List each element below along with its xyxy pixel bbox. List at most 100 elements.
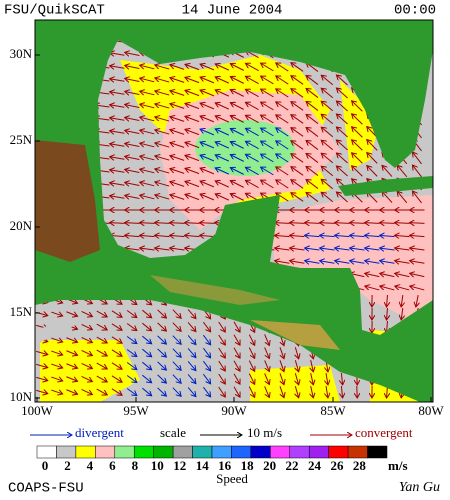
wind-arrow xyxy=(157,322,167,331)
wind-arrow xyxy=(261,89,274,98)
lon-label: 95W xyxy=(123,403,149,418)
wind-arrow xyxy=(218,321,226,332)
wind-arrow xyxy=(96,362,107,369)
wind-arrow xyxy=(410,248,425,250)
wind-arrow xyxy=(276,89,289,98)
wind-arrow xyxy=(276,167,289,176)
wind-arrow xyxy=(275,261,290,264)
wind-arrow xyxy=(51,312,62,316)
wind-arrow xyxy=(200,235,215,236)
wind-arrow xyxy=(248,373,254,385)
wind-arrow xyxy=(280,360,284,371)
wind-arrow xyxy=(276,128,289,137)
wind-arrow xyxy=(140,65,155,69)
wind-arrow xyxy=(280,373,284,384)
footer-left: COAPS-FSU xyxy=(8,481,84,497)
wind-arrow xyxy=(230,90,244,97)
colorbar-swatch xyxy=(308,445,329,459)
wind-arrow xyxy=(280,386,284,397)
wind-arrow xyxy=(200,194,215,201)
wind-arrow xyxy=(336,88,348,99)
wind-arrow xyxy=(126,349,137,356)
wind-arrow xyxy=(341,385,342,398)
wind-arrow xyxy=(155,223,170,224)
wind-arrow xyxy=(110,157,125,160)
colorbar-swatch xyxy=(328,445,349,459)
wind-arrow xyxy=(140,195,155,199)
wind-arrow xyxy=(245,76,259,85)
wind-arrow xyxy=(81,362,93,368)
wind-arrow xyxy=(155,156,170,161)
wind-arrow xyxy=(215,103,230,110)
colorbar-swatch xyxy=(367,445,388,459)
wind-arrow xyxy=(140,78,155,82)
scale-label: scale xyxy=(160,425,186,440)
map xyxy=(35,20,433,402)
wind-arrow xyxy=(110,79,125,82)
wind-arrow xyxy=(200,168,215,175)
wind-arrow xyxy=(185,155,200,162)
wind-arrow xyxy=(66,350,77,356)
island xyxy=(338,176,433,196)
wind-arrow xyxy=(200,116,215,123)
wind-arrow xyxy=(326,385,328,398)
wind-arrow xyxy=(380,223,395,224)
wind-arrow xyxy=(245,89,259,98)
wind-arrow xyxy=(110,66,125,69)
lon-label: 90W xyxy=(221,403,247,418)
wind-arrow xyxy=(380,235,395,236)
wind-arrow xyxy=(365,248,380,250)
wind-arrow xyxy=(335,248,350,250)
wind-arrow xyxy=(306,179,319,189)
wind-arrow xyxy=(111,310,122,317)
wind-arrow xyxy=(126,323,137,330)
wind-arrow xyxy=(110,53,125,56)
wind-arrow xyxy=(295,360,298,372)
wind-arrow xyxy=(140,117,155,121)
wind-arrow xyxy=(291,63,304,72)
colorbar-label: 14 xyxy=(196,458,210,473)
wind-arrow xyxy=(111,336,122,343)
wind-arrow xyxy=(261,128,274,137)
wind-arrow xyxy=(291,89,304,98)
colorbar-swatch xyxy=(347,445,368,459)
wind-arrow xyxy=(36,377,48,380)
wind-arrow xyxy=(295,373,298,385)
wind-arrow xyxy=(350,248,365,250)
wind-arrow xyxy=(341,372,342,385)
wind-arrow xyxy=(365,273,380,276)
wind-arrow xyxy=(264,373,270,384)
wind-arrow xyxy=(140,223,155,224)
colorbar-swatch xyxy=(270,445,291,459)
wind-arrow xyxy=(111,323,122,330)
wind-arrow xyxy=(291,102,304,111)
colorbar-swatch xyxy=(153,445,174,459)
wind-arrow xyxy=(96,323,107,330)
colorbar-swatch xyxy=(114,445,135,459)
wind-arrow xyxy=(185,235,200,236)
wind-arrow xyxy=(336,140,348,151)
colorbar-swatch xyxy=(250,445,271,459)
product-title: FSU/QuikSCAT xyxy=(4,3,105,19)
wind-arrow xyxy=(155,104,170,109)
wind-arrow xyxy=(185,77,200,84)
wind-arrow xyxy=(264,386,270,397)
wind-arrow xyxy=(230,181,244,188)
wind-arrow xyxy=(395,261,410,264)
scale-value: 10 m/s xyxy=(247,425,282,440)
wind-arrow xyxy=(218,334,226,345)
wind-arrow xyxy=(306,153,319,163)
wind-arrow xyxy=(336,153,348,164)
wind-arrow xyxy=(172,335,181,345)
wind-arrow xyxy=(380,286,395,291)
wind-arrow xyxy=(125,104,140,107)
wind-arrow xyxy=(36,390,48,393)
wind-arrow xyxy=(321,114,334,125)
wind-arrow xyxy=(233,334,240,345)
wind-arrow xyxy=(142,335,151,344)
wind-arrow xyxy=(96,349,107,356)
wind-arrow xyxy=(66,311,77,317)
lat-label: 25N xyxy=(10,132,33,147)
wind-arrow xyxy=(140,182,155,186)
wind-arrow xyxy=(367,153,378,164)
